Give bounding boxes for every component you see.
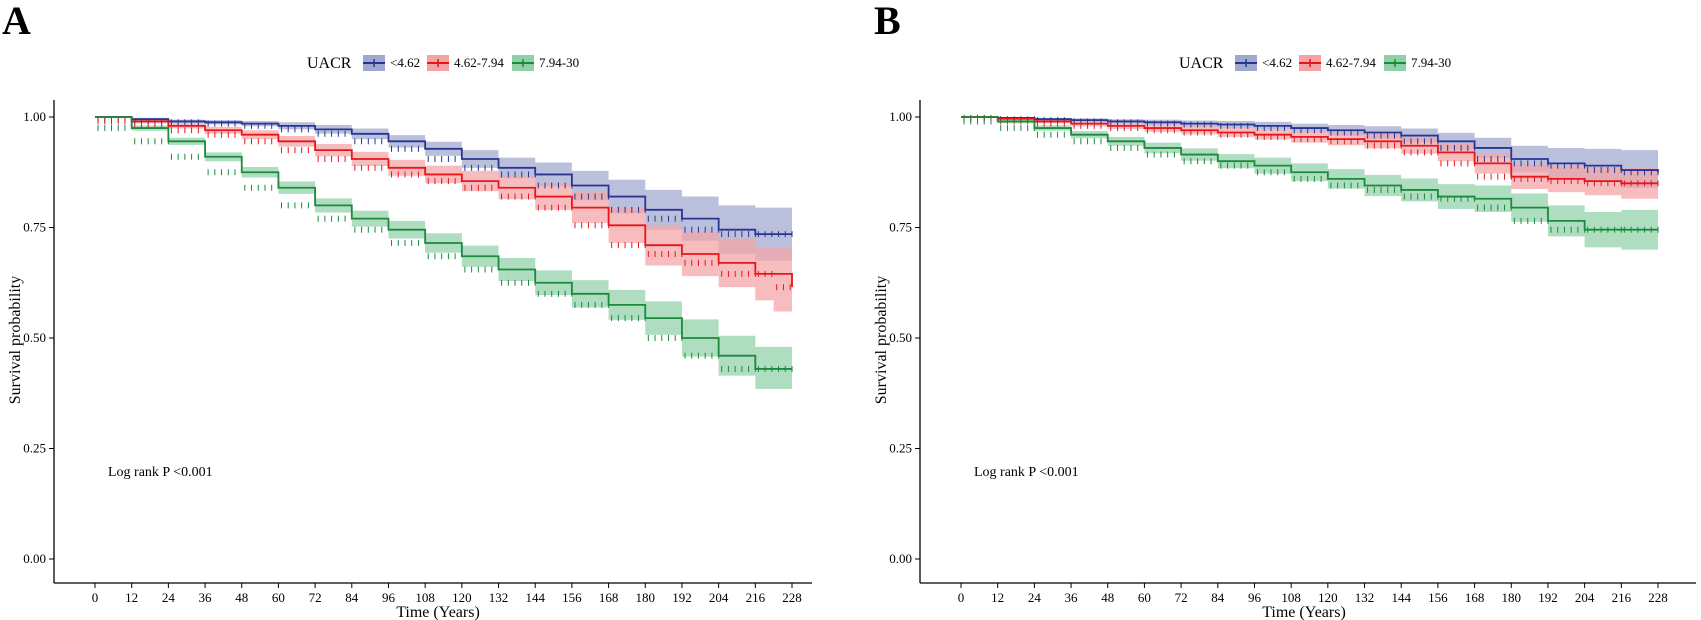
x-axis-title: Time (Years) <box>396 604 480 620</box>
legend-label: 7.94-30 <box>539 55 579 70</box>
survival-curves <box>95 116 793 372</box>
y-axis-title: Survival probability <box>7 276 24 404</box>
y-tick-label: 0.00 <box>23 551 46 566</box>
legend-item-4-62-7-94: 4.62-7.94 <box>427 55 504 71</box>
x-tick-label: 48 <box>235 590 248 605</box>
x-tick-label: 120 <box>1318 590 1338 605</box>
censor-marks <box>97 118 791 291</box>
legend-item-4-62-7-94: 4.62-7.94 <box>1299 55 1376 71</box>
y-tick-label: 0.75 <box>889 220 912 235</box>
survival-curve--4-62 <box>95 116 792 236</box>
x-tick-label: 108 <box>1281 590 1301 605</box>
survival-curve-4-62-7-94 <box>961 116 1658 185</box>
x-tick-label: 192 <box>672 590 692 605</box>
x-tick-label: 132 <box>1355 590 1375 605</box>
x-tick-label: 216 <box>746 590 766 605</box>
x-tick-label: 12 <box>991 590 1004 605</box>
y-tick-label: 1.00 <box>889 109 912 124</box>
x-tick-label: 120 <box>452 590 472 605</box>
x-axis-title: Time (Years) <box>1262 604 1346 620</box>
y-tick-label: 0.25 <box>889 441 912 456</box>
legend-item-7-94-30: 7.94-30 <box>1384 55 1451 71</box>
legend-title: UACR <box>1179 55 1224 72</box>
x-tick-label: 180 <box>636 590 656 605</box>
x-tick-label: 180 <box>1502 590 1522 605</box>
survival-curve-4-62-7-94 <box>95 116 793 288</box>
x-tick-label: 156 <box>562 590 582 605</box>
x-tick-label: 96 <box>1248 590 1262 605</box>
x-tick-label: 72 <box>309 590 322 605</box>
legend-item-7-94-30: 7.94-30 <box>512 55 579 71</box>
panel-letter: A <box>2 0 31 43</box>
x-tick-label: 72 <box>1175 590 1188 605</box>
legend-label: 4.62-7.94 <box>454 55 504 70</box>
y-tick-label: 0.25 <box>23 441 46 456</box>
x-tick-label: 144 <box>525 590 545 605</box>
legend-label: <4.62 <box>390 55 420 70</box>
x-tick-label: 228 <box>782 590 802 605</box>
x-tick-label: 84 <box>345 590 359 605</box>
log-rank-annotation: Log rank P <0.001 <box>108 465 213 480</box>
x-tick-label: 192 <box>1538 590 1558 605</box>
ci-bands <box>95 117 792 392</box>
panel-b: B UACR <4.62 4.62-7.94 7.94-30 <box>873 0 1696 620</box>
x-tick-label: 204 <box>1575 590 1595 605</box>
panel-a: A UACR <4.62 4.62-7.94 7.94-30 <box>2 0 812 620</box>
legend-title: UACR <box>307 55 352 72</box>
panel-letter: B <box>874 0 901 43</box>
ci-band-4-62-7-94 <box>961 117 1658 201</box>
x-tick-label: 228 <box>1648 590 1668 605</box>
x-tick-label: 36 <box>199 590 213 605</box>
censor-marks <box>963 118 1659 233</box>
y-tick-label: 0.00 <box>889 551 912 566</box>
x-tick-label: 60 <box>1138 590 1151 605</box>
y-axis-title: Survival probability <box>873 276 890 404</box>
survival-curve-7-94-30 <box>95 116 792 370</box>
legend-label: 4.62-7.94 <box>1326 55 1376 70</box>
x-tick-label: 48 <box>1101 590 1114 605</box>
x-tick-label: 36 <box>1065 590 1079 605</box>
y-tick-label: 1.00 <box>23 109 46 124</box>
x-tick-label: 204 <box>709 590 729 605</box>
x-tick-label: 108 <box>415 590 435 605</box>
survival-curves <box>961 114 1659 233</box>
x-tick-label: 216 <box>1612 590 1632 605</box>
x-tick-label: 144 <box>1391 590 1411 605</box>
y-tick-label: 0.50 <box>889 330 912 345</box>
x-tick-label: 24 <box>162 590 176 605</box>
x-tick-label: 156 <box>1428 590 1448 605</box>
x-tick-label: 96 <box>382 590 396 605</box>
axes: 0.00 0.25 0.50 0.75 1.00 0 12 24 36 48 60 72 84 96 108… <box>23 100 812 605</box>
x-tick-label: 0 <box>958 590 965 605</box>
x-tick-label: 168 <box>599 590 619 605</box>
legend-label: <4.62 <box>1262 55 1292 70</box>
legend-label: 7.94-30 <box>1411 55 1451 70</box>
log-rank-annotation: Log rank P <0.001 <box>974 465 1079 480</box>
ci-bands <box>961 117 1658 252</box>
x-tick-label: 12 <box>125 590 138 605</box>
x-tick-label: 168 <box>1465 590 1485 605</box>
x-tick-label: 0 <box>92 590 99 605</box>
ci-band-7-94-30 <box>95 117 792 392</box>
x-tick-label: 60 <box>272 590 285 605</box>
legend-item-lt-4-62: <4.62 <box>1235 55 1292 71</box>
ci-band-7-94-30 <box>961 117 1658 252</box>
x-tick-label: 132 <box>489 590 509 605</box>
y-tick-label: 0.75 <box>23 220 46 235</box>
legend: UACR <4.62 4.62-7.94 7.94-30 <box>1179 55 1451 72</box>
legend-item-lt-4-62: <4.62 <box>363 55 420 71</box>
censor-marks <box>97 125 793 372</box>
y-tick-label: 0.50 <box>23 330 46 345</box>
legend: UACR <4.62 4.62-7.94 7.94-30 <box>307 55 579 72</box>
x-tick-label: 24 <box>1028 590 1042 605</box>
x-tick-label: 84 <box>1211 590 1225 605</box>
axes: 0.00 0.25 0.50 0.75 1.00 0 12 24 36 48 60 72 84 96 108… <box>889 100 1696 605</box>
